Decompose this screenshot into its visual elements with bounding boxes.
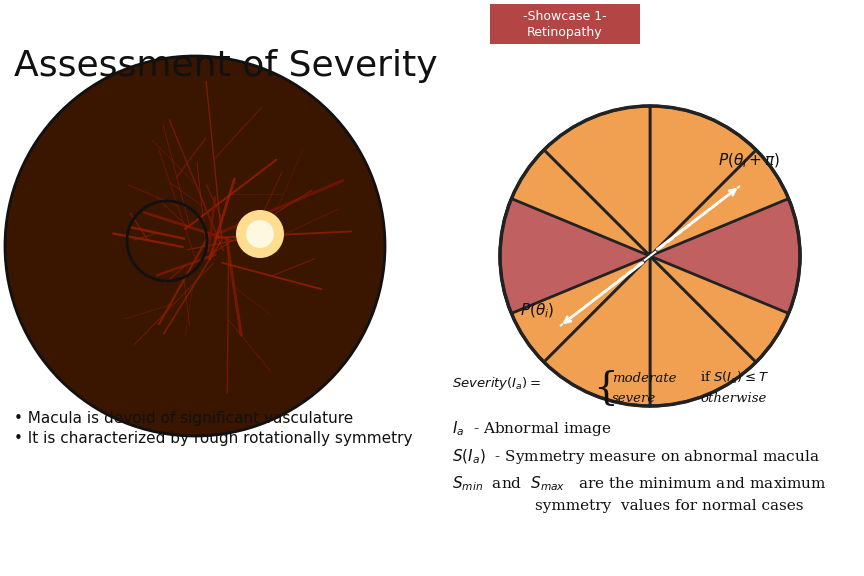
Text: $S_{min}$  and  $S_{max}$   are the minimum and maximum: $S_{min}$ and $S_{max}$ are the minimum … bbox=[452, 475, 827, 494]
Wedge shape bbox=[500, 150, 650, 256]
Text: symmetry  values for normal cases: symmetry values for normal cases bbox=[535, 499, 804, 513]
Text: $Severity(I_a) =$: $Severity(I_a) =$ bbox=[452, 374, 541, 392]
Text: Assessment of Severity: Assessment of Severity bbox=[14, 49, 438, 83]
Wedge shape bbox=[500, 256, 650, 362]
Wedge shape bbox=[650, 106, 756, 256]
Text: moderate: moderate bbox=[612, 372, 677, 385]
Text: if $\mathit{S}(I_a) \leq T$: if $\mathit{S}(I_a) \leq T$ bbox=[700, 370, 769, 386]
FancyBboxPatch shape bbox=[490, 4, 640, 44]
Wedge shape bbox=[650, 256, 800, 362]
Text: $P(\theta_i + \pi)$: $P(\theta_i + \pi)$ bbox=[718, 152, 780, 170]
Wedge shape bbox=[544, 256, 650, 406]
Text: $P(\theta_i)$: $P(\theta_i)$ bbox=[520, 302, 555, 320]
Text: $S(I_a)$  - Symmetry measure on abnormal macula: $S(I_a)$ - Symmetry measure on abnormal … bbox=[452, 446, 820, 465]
Circle shape bbox=[246, 220, 274, 248]
Wedge shape bbox=[650, 199, 800, 313]
Text: • It is characterized by rough rotationally symmetry: • It is characterized by rough rotationa… bbox=[14, 430, 412, 445]
Wedge shape bbox=[500, 199, 650, 313]
Wedge shape bbox=[544, 106, 650, 256]
Circle shape bbox=[236, 210, 284, 258]
Wedge shape bbox=[650, 256, 756, 406]
Text: • Macula is devoid of significant vasculature: • Macula is devoid of significant vascul… bbox=[14, 411, 353, 426]
Text: -Showcase 1-: -Showcase 1- bbox=[524, 10, 607, 23]
Text: Retinopathy: Retinopathy bbox=[527, 26, 603, 39]
Text: $I_a$  - Abnormal image: $I_a$ - Abnormal image bbox=[452, 419, 612, 438]
Text: {: { bbox=[593, 369, 618, 407]
Wedge shape bbox=[650, 150, 800, 256]
Text: otherwise: otherwise bbox=[700, 392, 766, 404]
Circle shape bbox=[5, 56, 385, 436]
Text: severe: severe bbox=[612, 392, 657, 404]
